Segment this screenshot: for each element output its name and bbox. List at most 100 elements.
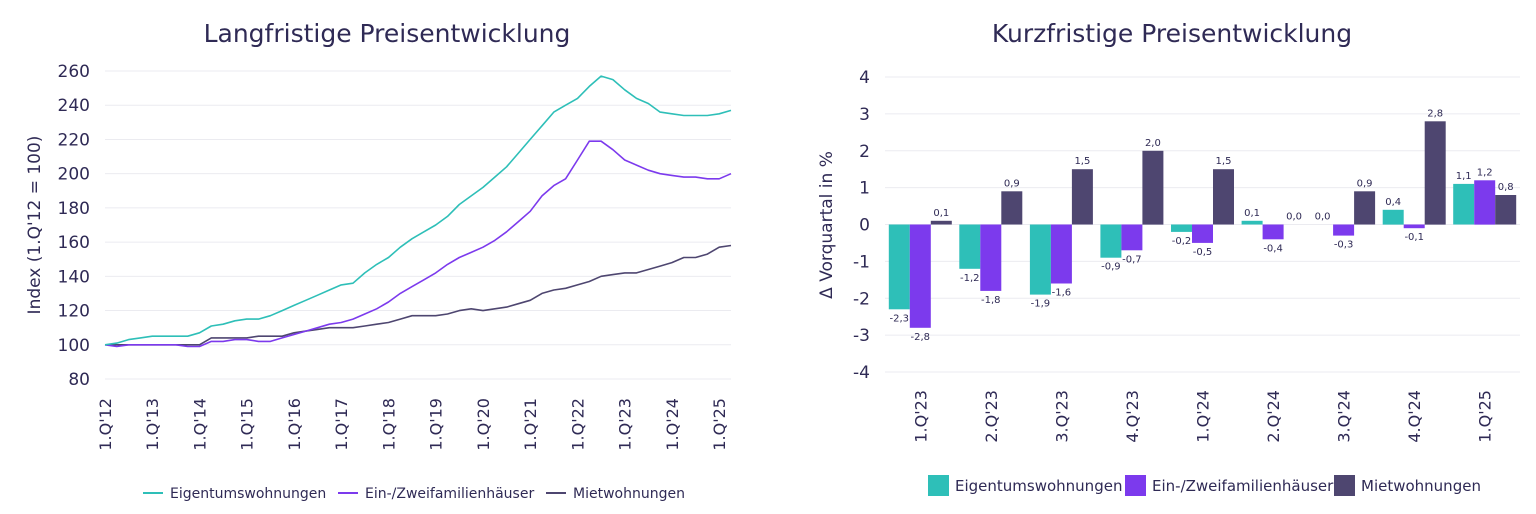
- chart1-y-axis-label: Index (1.Q'12 = 100): [25, 136, 45, 315]
- chart1-series-line: [105, 244, 732, 346]
- chart1-title: Langfristige Preisentwicklung: [204, 19, 571, 48]
- chart2-bar: [1142, 150, 1164, 225]
- chart2-bar: [1050, 224, 1072, 284]
- chart2-bar: [1171, 224, 1192, 232]
- chart1-x-tick-label: 1.Q'25: [710, 398, 729, 451]
- chart2-y-tick-label: 3: [859, 105, 870, 125]
- chart1-x-tick-label: 1.Q'15: [238, 398, 257, 451]
- chart2-y-tick-label: -4: [853, 363, 870, 383]
- chart2-x-tick-label: 1.Q'24: [1194, 390, 1213, 443]
- chart1-y-tick-label: 220: [58, 130, 90, 150]
- chart2-y-tick-label: 1: [859, 179, 870, 199]
- chart2-x-tick-label: 2.Q'23: [982, 390, 1001, 443]
- chart2-y-tick-label: 4: [859, 68, 870, 88]
- chart2-y-tick-label: -2: [853, 289, 870, 309]
- chart1-x-tick-label: 1.Q'23: [616, 398, 635, 451]
- chart2-x-tick-label: 3.Q'23: [1052, 390, 1071, 443]
- short-term-price-chart: Kurzfristige Preisentwicklung Δ Vorquart…: [817, 19, 1520, 496]
- chart2-x-tick-label: 3.Q'24: [1335, 390, 1354, 443]
- chart2-y-tick-label: 0: [859, 216, 870, 236]
- chart2-bar: [1121, 224, 1143, 251]
- chart2-bar: [1241, 220, 1263, 225]
- chart2-data-label: -0,7: [1122, 254, 1142, 265]
- chart2-bar: [1495, 195, 1517, 225]
- chart2-data-label: 1,2: [1477, 167, 1493, 178]
- chart1-y-tick-label: 100: [58, 336, 90, 356]
- chart2-bar: [1424, 121, 1446, 225]
- chart2-bar: [1354, 191, 1376, 225]
- chart2-data-label: 0,1: [933, 208, 949, 219]
- chart2-data-label: 1,1: [1456, 171, 1472, 182]
- chart2-y-tick-label: -3: [853, 326, 870, 346]
- chart2-data-label: -2,3: [890, 313, 910, 324]
- chart1-x-tick-label: 1.Q'18: [379, 398, 398, 451]
- chart1-y-tick-label: 240: [58, 96, 90, 116]
- chart2-bar: [888, 224, 910, 310]
- chart2-legend-label: Ein-/Zweifamilienhäuser: [1152, 477, 1334, 495]
- chart1-legend-label: Mietwohnungen: [573, 486, 685, 502]
- chart2-y-tick-label: -1: [853, 252, 870, 272]
- chart2-bar: [1333, 224, 1355, 236]
- chart2-bar: [1453, 183, 1475, 225]
- chart1-x-tick-label: 1.Q'14: [190, 398, 209, 451]
- chart2-data-label: 1,5: [1216, 156, 1232, 167]
- chart2-data-label: 0,9: [1357, 178, 1373, 189]
- chart2-y-tick-label: 2: [859, 142, 870, 162]
- chart2-x-tick-label: 1.Q'23: [911, 390, 930, 443]
- chart2-data-label: -1,6: [1052, 288, 1072, 299]
- chart2-legend-label: Mietwohnungen: [1361, 477, 1481, 495]
- chart1-y-tick-label: 120: [58, 302, 90, 322]
- chart2-data-label: 0,0: [1315, 212, 1331, 223]
- chart2-bar: [1071, 169, 1093, 225]
- chart2-data-label: -0,4: [1263, 243, 1283, 254]
- chart2-title: Kurzfristige Preisentwicklung: [992, 19, 1352, 48]
- chart2-bar: [1100, 224, 1122, 258]
- chart2-bar: [1029, 224, 1051, 295]
- chart2-data-label: 0,0: [1286, 212, 1302, 223]
- chart2-data-label: 2,8: [1427, 108, 1443, 119]
- chart2-x-tick-label: 4.Q'24: [1405, 390, 1424, 443]
- chart1-x-tick-label: 1.Q'17: [332, 398, 351, 451]
- chart2-data-label: 0,8: [1498, 182, 1514, 193]
- chart2-data-label: -1,8: [981, 295, 1001, 306]
- chart1-x-tick-label: 1.Q'22: [568, 398, 587, 451]
- chart2-data-label: 0,4: [1385, 197, 1401, 208]
- chart2-bar: [1262, 224, 1284, 240]
- chart2-bar: [1382, 209, 1404, 225]
- chart2-bar: [980, 224, 1002, 291]
- chart1-legend-label: Ein-/Zweifamilienhäuser: [365, 486, 534, 502]
- chart2-x-tick-label: 2.Q'24: [1264, 390, 1283, 443]
- chart2-data-label: -0,3: [1334, 240, 1354, 251]
- chart1-y-tick-label: 180: [58, 199, 90, 219]
- chart1-y-tick-label: 80: [68, 370, 90, 390]
- chart2-bar: [930, 220, 952, 225]
- chart1-legend-label: Eigentumswohnungen: [170, 486, 326, 502]
- long-term-price-chart: Langfristige Preisentwicklung Index (1.Q…: [25, 19, 732, 502]
- chart2-bar: [1474, 180, 1496, 225]
- chart2-data-label: 0,9: [1004, 178, 1020, 189]
- chart1-x-tick-label: 1.Q'13: [143, 398, 162, 451]
- chart1-series-line: [104, 140, 732, 348]
- chart2-bar: [1403, 224, 1425, 229]
- chart2-legend-swatch: [1125, 475, 1146, 496]
- chart2-bar: [959, 224, 981, 269]
- chart1-x-tick-label: 1.Q'24: [663, 398, 682, 451]
- chart2-bar: [1213, 169, 1234, 225]
- chart2-data-label: -2,8: [911, 332, 931, 343]
- chart2-data-label: -0,5: [1193, 247, 1213, 258]
- chart1-x-tick-label: 1.Q'20: [474, 398, 493, 451]
- chart1-x-tick-label: 1.Q'16: [285, 398, 304, 451]
- chart2-legend-label: Eigentumswohnungen: [955, 477, 1122, 495]
- chart2-legend-swatch: [1334, 475, 1355, 496]
- chart2-data-label: -0,9: [1101, 262, 1121, 273]
- chart2-y-axis-label: Δ Vorquartal in %: [817, 151, 837, 299]
- chart2-x-tick-label: 1.Q'25: [1476, 390, 1495, 443]
- chart1-y-tick-label: 140: [58, 267, 90, 287]
- chart2-data-label: -0,1: [1404, 232, 1424, 243]
- chart1-y-tick-label: 260: [58, 62, 90, 82]
- chart2-bar: [1001, 191, 1023, 225]
- chart1-x-tick-label: 1.Q'21: [521, 398, 540, 451]
- chart1-x-tick-label: 1.Q'12: [96, 398, 115, 451]
- chart1-y-tick-label: 200: [58, 165, 90, 185]
